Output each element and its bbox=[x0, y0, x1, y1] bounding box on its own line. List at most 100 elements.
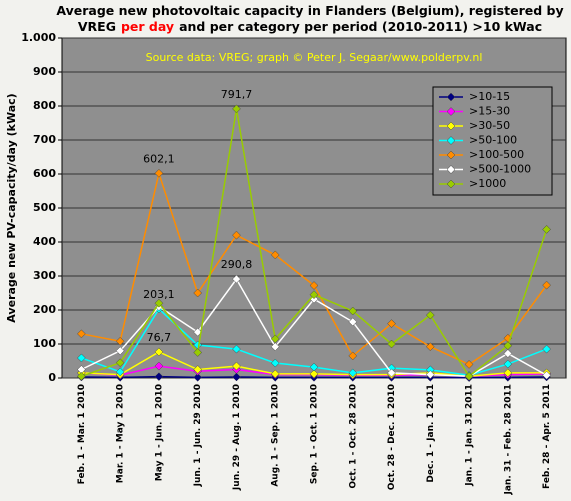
legend-marker bbox=[446, 136, 456, 145]
point bbox=[115, 358, 125, 368]
legend-label: >500-1000 bbox=[469, 163, 531, 176]
point bbox=[503, 368, 513, 378]
point bbox=[232, 344, 241, 354]
x-tick-label: Dec. 1 - Jan. 1 2011 bbox=[426, 384, 436, 483]
point bbox=[503, 341, 513, 351]
point bbox=[270, 334, 280, 344]
title-highlight: per day bbox=[121, 19, 174, 34]
x-tick-label: May 1 - Jun. 1 2010 bbox=[154, 384, 164, 481]
point bbox=[503, 349, 513, 358]
data-label: 290,8 bbox=[221, 258, 253, 271]
data-label: 76,7 bbox=[147, 331, 172, 344]
point bbox=[425, 310, 435, 320]
y-tick-label: 800 bbox=[33, 99, 56, 112]
legend-marker bbox=[446, 92, 456, 102]
point bbox=[387, 319, 396, 328]
title-text: Average new photovoltaic capacity in Fla… bbox=[56, 3, 563, 18]
legend-marker bbox=[446, 107, 456, 116]
y-tick-label: 300 bbox=[33, 269, 56, 282]
y-tick-label: 500 bbox=[33, 201, 56, 214]
point bbox=[77, 353, 86, 363]
point bbox=[542, 344, 551, 354]
legend-marker bbox=[446, 121, 456, 131]
x-tick-label: Jan. 31 - Feb. 28 2011 bbox=[503, 384, 513, 496]
y-tick-label: 0 bbox=[48, 371, 56, 384]
point bbox=[193, 348, 203, 357]
point bbox=[387, 339, 396, 349]
legend-label: >100-500 bbox=[469, 148, 524, 161]
point bbox=[232, 104, 241, 114]
point bbox=[425, 370, 435, 379]
chart-title-line: VREG per day and per category per period (… bbox=[78, 19, 542, 34]
x-tick-label: Jun. 29 - Aug. 1 2010 bbox=[232, 384, 242, 491]
chart-title-line: Average new photovoltaic capacity in Fla… bbox=[56, 3, 563, 18]
x-tick-label: Jun. 1 - Jun. 29 2010 bbox=[193, 384, 203, 487]
legend-marker bbox=[446, 150, 456, 160]
point bbox=[77, 329, 86, 339]
point bbox=[309, 369, 319, 379]
legend-marker bbox=[446, 165, 456, 174]
point bbox=[542, 370, 551, 380]
point bbox=[115, 346, 125, 356]
point bbox=[154, 347, 164, 357]
legend-label: >30-50 bbox=[469, 119, 510, 132]
point bbox=[348, 306, 358, 316]
point bbox=[270, 342, 280, 352]
point bbox=[425, 342, 435, 352]
y-tick-label: 1.000 bbox=[21, 31, 56, 44]
point bbox=[115, 367, 125, 377]
point bbox=[232, 230, 241, 240]
point bbox=[193, 365, 203, 374]
legend-label: >15-30 bbox=[469, 105, 510, 118]
legend-label: >50-100 bbox=[469, 134, 517, 147]
point bbox=[464, 371, 474, 381]
title-text: VREG bbox=[78, 19, 116, 34]
point bbox=[464, 360, 474, 369]
y-tick-label: 700 bbox=[33, 133, 56, 146]
x-tick-label: Sep. 1 - Oct. 1 2010 bbox=[310, 384, 320, 484]
point bbox=[309, 290, 319, 300]
data-label: 203,1 bbox=[143, 288, 175, 301]
point bbox=[154, 361, 164, 371]
point bbox=[232, 372, 241, 382]
point bbox=[270, 358, 280, 368]
y-axis-label: Average new PV-capacity/day (kWac) bbox=[5, 93, 18, 322]
y-tick-label: 200 bbox=[33, 303, 56, 316]
legend-label: >10-15 bbox=[469, 90, 510, 103]
x-tick-label: Oct. 1 - Oct. 28 2010 bbox=[348, 384, 358, 489]
point bbox=[232, 274, 241, 284]
point bbox=[270, 250, 280, 260]
point bbox=[232, 361, 241, 371]
point bbox=[348, 368, 358, 378]
point bbox=[542, 280, 551, 290]
data-label: 602,1 bbox=[143, 152, 175, 165]
y-tick-label: 600 bbox=[33, 167, 56, 180]
x-tick-label: Feb. 28 - Apr. 5 2011 bbox=[542, 384, 552, 489]
point bbox=[154, 372, 164, 381]
point bbox=[348, 351, 358, 361]
point bbox=[387, 368, 396, 378]
point bbox=[154, 168, 164, 178]
point bbox=[77, 371, 86, 381]
y-tick-label: 400 bbox=[33, 235, 56, 248]
x-tick-label: Feb. 1 - Mar. 1 2010 bbox=[77, 384, 87, 484]
point bbox=[193, 372, 203, 382]
legend-marker bbox=[446, 179, 456, 189]
x-tick-label: Mar. 1 - May 1 2010 bbox=[116, 384, 126, 483]
x-tick-label: Jan. 1 - Jan. 31 2011 bbox=[465, 384, 475, 487]
title-text: and per category per period (2010-2011) … bbox=[179, 19, 542, 34]
point bbox=[154, 298, 164, 308]
x-tick-label: Oct. 28 - Dec. 1 2010 bbox=[387, 384, 397, 490]
y-tick-label: 900 bbox=[33, 65, 56, 78]
legend-label: >1000 bbox=[469, 177, 506, 190]
point bbox=[503, 359, 513, 369]
point bbox=[115, 336, 125, 346]
point bbox=[542, 225, 551, 234]
point bbox=[309, 362, 319, 372]
data-label: 791,7 bbox=[221, 88, 253, 101]
point bbox=[309, 281, 319, 290]
point bbox=[348, 317, 358, 327]
point bbox=[193, 327, 203, 337]
y-tick-label: 100 bbox=[33, 337, 56, 350]
